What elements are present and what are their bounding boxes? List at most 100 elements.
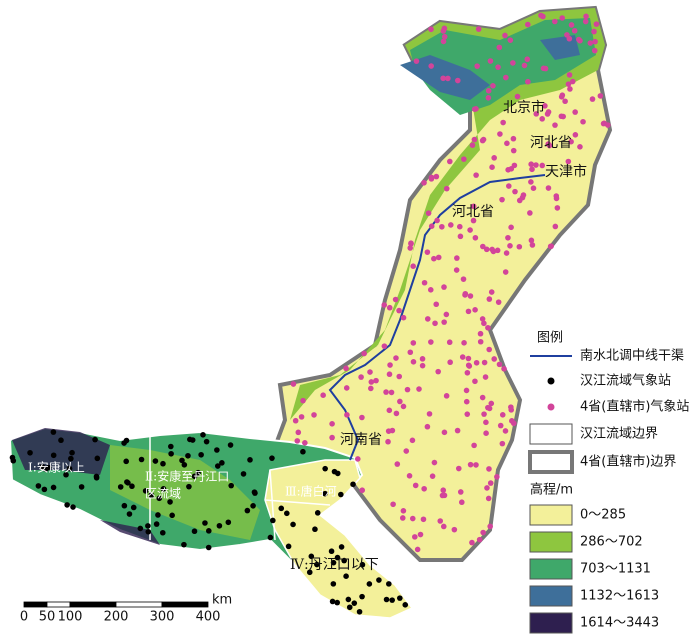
station bbox=[408, 240, 414, 247]
station bbox=[50, 484, 57, 491]
station bbox=[545, 141, 552, 147]
station bbox=[397, 398, 403, 405]
station bbox=[527, 210, 533, 216]
station bbox=[350, 481, 356, 488]
scale-segment bbox=[161, 601, 209, 608]
station bbox=[485, 324, 491, 331]
basin-label: Ⅲ:唐白河 bbox=[285, 484, 337, 499]
station bbox=[329, 434, 335, 441]
station bbox=[399, 515, 406, 521]
station bbox=[392, 296, 399, 303]
station bbox=[440, 487, 447, 493]
station bbox=[314, 561, 320, 568]
station bbox=[486, 346, 492, 353]
station bbox=[580, 118, 586, 125]
station bbox=[428, 63, 435, 69]
station bbox=[214, 447, 220, 453]
station bbox=[538, 12, 544, 19]
station bbox=[509, 418, 515, 424]
station bbox=[320, 392, 326, 399]
station bbox=[64, 502, 70, 508]
station bbox=[508, 224, 514, 231]
station bbox=[388, 389, 395, 396]
station bbox=[203, 438, 210, 445]
station bbox=[470, 217, 477, 224]
station bbox=[329, 421, 335, 427]
station bbox=[284, 510, 290, 517]
station bbox=[414, 546, 421, 553]
station bbox=[510, 135, 517, 142]
station bbox=[386, 371, 393, 378]
station bbox=[160, 460, 166, 467]
station bbox=[426, 411, 433, 417]
station bbox=[410, 359, 417, 365]
station bbox=[592, 38, 598, 45]
station bbox=[472, 234, 479, 241]
station bbox=[129, 483, 135, 490]
station bbox=[528, 161, 534, 168]
legend-swatch bbox=[529, 585, 573, 607]
station bbox=[41, 486, 48, 493]
station bbox=[417, 531, 424, 538]
station bbox=[487, 523, 493, 530]
station bbox=[480, 136, 487, 143]
station bbox=[419, 362, 426, 369]
station bbox=[50, 429, 57, 435]
station bbox=[185, 452, 191, 459]
station bbox=[389, 427, 396, 434]
legend-label: 703～1131 bbox=[580, 562, 651, 577]
station bbox=[214, 463, 221, 469]
basin-area bbox=[264, 459, 414, 619]
station bbox=[458, 499, 465, 506]
station bbox=[407, 349, 414, 356]
station bbox=[409, 437, 416, 444]
station bbox=[454, 255, 460, 261]
station bbox=[469, 142, 476, 148]
station bbox=[94, 455, 101, 462]
province-area bbox=[267, 5, 613, 562]
scale-label: 50 bbox=[39, 610, 56, 625]
station bbox=[572, 132, 579, 138]
station bbox=[359, 414, 365, 421]
place-label: 河北省 bbox=[530, 135, 572, 151]
station bbox=[440, 28, 447, 34]
station bbox=[448, 222, 454, 228]
station bbox=[437, 518, 444, 524]
station bbox=[137, 525, 144, 532]
station bbox=[169, 512, 175, 519]
station bbox=[461, 156, 467, 162]
station bbox=[93, 474, 100, 481]
station bbox=[528, 237, 535, 244]
station bbox=[507, 243, 513, 249]
station bbox=[589, 96, 596, 102]
station bbox=[577, 143, 583, 150]
station bbox=[591, 28, 597, 35]
station bbox=[63, 471, 69, 478]
station bbox=[216, 522, 223, 529]
station bbox=[205, 528, 212, 534]
station bbox=[124, 479, 130, 485]
station bbox=[413, 58, 420, 64]
station bbox=[463, 387, 470, 394]
station bbox=[121, 502, 128, 509]
station bbox=[228, 482, 235, 489]
station bbox=[285, 543, 292, 550]
station bbox=[496, 44, 503, 51]
station bbox=[601, 120, 607, 127]
station bbox=[473, 462, 479, 468]
station bbox=[78, 484, 85, 490]
station bbox=[503, 250, 510, 256]
station bbox=[181, 462, 188, 468]
place-label: 天津市 bbox=[545, 163, 587, 180]
station bbox=[368, 379, 375, 385]
legend-symbol bbox=[547, 377, 555, 385]
station bbox=[505, 234, 511, 241]
station bbox=[502, 32, 508, 39]
station bbox=[421, 279, 428, 286]
station bbox=[489, 164, 495, 170]
station bbox=[389, 597, 395, 603]
station bbox=[434, 217, 440, 224]
legend-label: 0～285 bbox=[580, 508, 626, 523]
station bbox=[483, 419, 489, 426]
station bbox=[439, 223, 445, 230]
